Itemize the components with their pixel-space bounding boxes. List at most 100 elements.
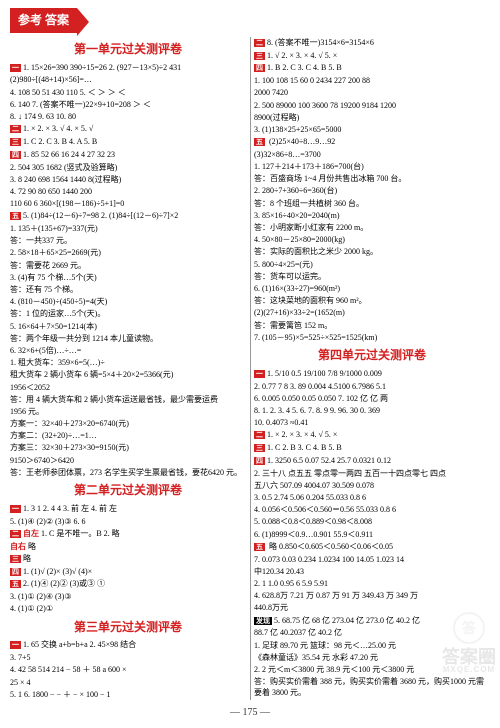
sec-tag: 五: [254, 543, 265, 551]
text: 2. 0.77 7 8 3. 89 0.004 4.5100 6.7986 5.…: [254, 382, 386, 391]
sec-tag: 四: [10, 568, 21, 576]
text: 1. 127＋214＋173＋186=700(台): [254, 162, 364, 171]
text: 110 60 6 360×[(198－186)÷5+1]=0: [10, 199, 124, 208]
text: 1. 3 1 2. 4 4 3. 前 左 4. 前 左: [23, 504, 117, 513]
text: 1. 3250 6.5 0.07 52.4 25.7 0.0321 0.12: [267, 456, 391, 465]
text: 答：1 位的运家…5个(天)。: [10, 309, 105, 318]
text: 88.7 亿 40.2037 亿 40.2 亿: [254, 628, 342, 637]
text: 方案三：32×30＋273×30=9150(元): [10, 443, 129, 452]
unit-title-2: 第二单元过关测评卷: [10, 482, 246, 499]
text: 3. 85×16÷40×20=2040(m): [254, 211, 339, 220]
text: 5. 16×64＋7×50=1214(本): [10, 322, 97, 331]
text: 5. 68.75 亿 68 亿 273.04 亿 273.0 亿 40.2 亿: [274, 616, 420, 625]
sec-tag: 一: [10, 641, 21, 649]
text: 答：小明家断小红家有 2200 m。: [254, 223, 368, 232]
text: 6. (1)16×(33÷27)=960(m²): [254, 284, 340, 293]
text: 1. 足球 89.70 元 篮球：98 元＜…25.00 元: [254, 641, 396, 650]
text: 440.8万元: [254, 603, 288, 612]
text: 1. (1)√ (2)× (3)√ (4)×: [23, 567, 92, 576]
text: 2. 504 305 1682 (竖式及验算略): [10, 163, 117, 172]
text: 4. 0.056＜0.506＜0.560＝0.56 55.033 0.8 6: [254, 505, 396, 514]
sec-tag: 一: [10, 64, 21, 72]
text: 4. (1)① (2)①: [10, 604, 53, 613]
text: 1. 135＋(135+67)=337(元): [10, 224, 98, 233]
text: 答：这块菜地的面积有 960 m²。: [254, 296, 367, 305]
sec-tag: 二: [254, 39, 265, 47]
text: (2)25×40÷8…9…92: [267, 137, 335, 146]
text: 1. C 是不唯一。B 2. 略: [41, 529, 120, 538]
content-columns: 第一单元过关测评卷 一1. 15×26=390 390÷15=26 2. (92…: [10, 37, 490, 700]
text: 答：8 个班组一共植树 360 台。: [254, 199, 364, 208]
page-number: — 175 —: [10, 706, 490, 720]
text: 3. 0.5 2.74 5.06 0.204 55.033 0.8 6: [254, 493, 366, 502]
text: 略 0.850＜0.605＜0.560＜0.06＜0.05: [267, 542, 393, 551]
sec-tag: 一: [10, 505, 21, 513]
text: 2. 三十八 点五五 零点零一两四 五百一十四点零七 四点: [254, 469, 446, 478]
text: 4. 50×80－25×80=2000(kg): [254, 235, 345, 244]
text: 5. 0.088＜0.8＜0.889＜0.98＜8.008: [254, 517, 372, 526]
text: 1. 5/10 0.5 19/100 7/8 9/1000 0.009: [267, 369, 382, 378]
text: 5. 800÷4×25=(元): [254, 260, 313, 269]
text: (2)(27+16)×33÷2=(1652(m): [254, 308, 345, 317]
text: 2. 2 元＜m＜3800 元 38.9 元＜100 元＜3800 元: [254, 665, 414, 674]
answer-badge: 参考 答案: [10, 8, 77, 33]
text: 答：货车可以运完。: [254, 272, 326, 281]
text: 8. 1. 2. 3. 4 5. 6. 7. 8. 9 9. 96. 30 0.…: [254, 406, 380, 415]
sec-tag: 五: [10, 580, 21, 588]
sec-tag: 五: [10, 212, 21, 220]
sec-tag: 四: [254, 457, 265, 465]
text: 5. (1)④ (2)② (3)③ 6. 6: [10, 517, 86, 526]
text: (3)32×86÷8…=3700: [254, 150, 321, 159]
text: 答：需要篱笆 152 m。: [254, 321, 332, 330]
text: 3. (1)① (2)④ (3)③: [10, 592, 72, 601]
text: 1. C 2. B 3. C 4. B 5. B: [267, 443, 342, 452]
page-num: 175: [243, 707, 258, 718]
focus-tag: 发现: [254, 617, 272, 625]
text: 1. 100 108 15 60 0 2434 227 200 88: [254, 76, 370, 85]
sec-tag: 五: [254, 138, 265, 146]
sec-tag: 二: [10, 125, 21, 133]
watermark-sub: MXQE.COM: [442, 666, 496, 674]
text: 1. 租大货车：359×6=5(…)÷: [10, 358, 105, 367]
text: 6. 0.005 0.050 0.05 0.050 7. 102 亿 亿 两: [254, 394, 388, 403]
badge-text: 参考 答案: [18, 13, 69, 27]
text: 答：购买实价需着 388 元，购买实价需着 3680 元，购买1000 元需要着…: [254, 677, 484, 697]
text: 答：需要花 2669 元。: [10, 261, 86, 270]
text: 《森林童话》35.54 元 水彩 47.20 元: [254, 653, 378, 662]
text: 2. 500 89000 100 3600 78 19200 9184 1200: [254, 101, 396, 110]
text: 5. (1)84÷(12－6)÷7=98 2. (1)84÷[(12－6)÷7]…: [23, 211, 178, 220]
text: 答：用 4 辆大货车和 2 辆小货车运送最省钱，最少需要运费: [10, 395, 218, 404]
text: 1. 65 交换 a+b=b+a 2. 45×98 结合: [23, 640, 136, 649]
text: 1. × 2. × 3. × 4. √ 5. ×: [267, 430, 337, 439]
text: 7. (105－95)×5=525÷×525=1525(km): [254, 333, 377, 342]
text: 答：两个年级一共分到 1214 本儿童读物。: [10, 334, 158, 343]
text: 1956＜2052: [10, 383, 50, 392]
text: 8. (答案不唯一)3154×6=3154×6: [267, 38, 374, 47]
watermark-icon: 答: [452, 611, 486, 645]
text: 3. 7+5: [10, 653, 31, 662]
unit-title-4: 第四单元过关测评卷: [254, 347, 490, 364]
text: 2. (1)④ (2)② (3)或③ ①: [23, 579, 105, 588]
text: 8. ↓ 174 9. 63 10. 80: [10, 112, 76, 121]
text: 答：实际的面积比之米少 2000 kg。: [254, 247, 378, 256]
sec-tag: 四: [254, 64, 265, 72]
svg-text:答: 答: [462, 620, 477, 636]
text: 2000 7420: [254, 88, 288, 97]
text: 1. 15×26=390 390÷15=26 2. (927－13×5)÷2 4…: [23, 63, 181, 72]
text: 3. 8 240 698 1564 1440 8(过程略): [10, 175, 121, 184]
sec-tag: 一: [254, 370, 265, 378]
text: 5. 1 6. 1800 − − ＋ − × 100 − 1: [10, 690, 111, 699]
text: 略: [23, 554, 31, 563]
text: 9150＞6740＞6420: [10, 456, 74, 465]
text: 五八六 507.09 4004.07 30.509 0.078: [254, 481, 374, 490]
text: 答：王老师参团体票，273 名学生买学生票最省钱，要花6420 元。: [10, 468, 242, 477]
text: 4. 628.8万 7.21 万 0.87 万 91 万 349.43 万 34…: [254, 591, 418, 600]
text: 3. (4)有 75 个梯…5个(天): [10, 273, 97, 282]
text: (2)980÷[(48+14)×56]=…: [10, 75, 92, 84]
text: 3. (1)138×25+25×65=5000: [254, 125, 341, 134]
text: 答：还有 75 个梯。: [10, 285, 78, 294]
text: 答：一共337 元。: [10, 236, 72, 245]
watermark-text: 答案圈: [442, 648, 496, 666]
text: 1. C 2. C 3. B 4. A 5. B: [23, 137, 97, 146]
text: 8900(过程略): [254, 113, 299, 122]
